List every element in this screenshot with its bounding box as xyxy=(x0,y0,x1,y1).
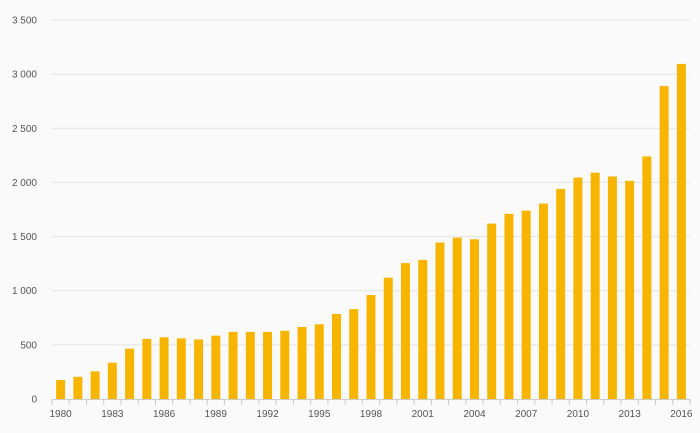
x-tick-label: 2001 xyxy=(412,409,435,420)
bar-2011 xyxy=(590,172,600,399)
bar-2007 xyxy=(521,210,531,399)
bar-2000 xyxy=(401,263,410,399)
y-tick-label: 2 500 xyxy=(12,124,37,135)
bar-1992 xyxy=(263,331,273,399)
bar-2013 xyxy=(625,180,635,399)
y-tick-label: 0 xyxy=(31,395,37,406)
x-tick-label: 1992 xyxy=(256,409,279,420)
x-axis: 1980 1983 1986 1989 1992 1995 1998 2001 2004 2007… xyxy=(49,399,693,420)
bar-1988 xyxy=(194,339,204,399)
bar-2005 xyxy=(487,223,497,399)
bar-2002 xyxy=(435,242,445,399)
bar-2016 xyxy=(676,63,686,399)
bar-2015 xyxy=(659,86,669,399)
y-tick-label: 3 500 xyxy=(12,16,37,27)
bar-1995 xyxy=(314,324,324,399)
y-axis: 0 500 1 000 1 500 2 000 2 500 3 000 3 500 xyxy=(12,16,37,406)
y-tick-label: 500 xyxy=(20,340,37,351)
bar-1994 xyxy=(297,326,307,399)
x-tick-label: 1998 xyxy=(360,409,383,420)
x-tick-label: 2004 xyxy=(463,409,486,420)
bars xyxy=(56,63,686,399)
bar-2012 xyxy=(607,176,617,399)
x-tick-label: 2013 xyxy=(619,409,642,420)
bar-1998 xyxy=(366,295,376,399)
bar-2004 xyxy=(469,239,479,399)
x-tick-label: 1995 xyxy=(308,409,331,420)
x-tick-label: 1980 xyxy=(49,409,72,420)
bar-1999 xyxy=(383,277,393,399)
bar-1984 xyxy=(125,348,135,399)
x-tick-label: 1986 xyxy=(153,409,176,420)
bar-1987 xyxy=(176,338,186,399)
bar-2009 xyxy=(556,188,566,399)
bar-1983 xyxy=(107,362,117,399)
x-tick-label: 1983 xyxy=(101,409,124,420)
bar-1980 xyxy=(56,380,66,399)
x-tick-label: 2016 xyxy=(670,409,693,420)
x-tick-label: 1989 xyxy=(205,409,228,420)
bar-1997 xyxy=(349,309,359,399)
y-tick-label: 2 000 xyxy=(12,178,37,189)
bar-1989 xyxy=(211,335,221,399)
bar-2014 xyxy=(642,156,652,399)
bar-1996 xyxy=(332,313,341,399)
x-tick-label: 2007 xyxy=(515,409,538,420)
bar-1993 xyxy=(280,330,290,399)
y-tick-label: 1 500 xyxy=(12,232,37,243)
y-tick-label: 3 000 xyxy=(12,70,37,81)
bar-1981 xyxy=(73,376,83,399)
bar-1991 xyxy=(245,331,255,399)
bar-1990 xyxy=(228,331,238,399)
bar-2003 xyxy=(452,237,462,399)
bar-1986 xyxy=(159,337,169,399)
y-tick-label: 1 000 xyxy=(12,286,37,297)
bar-2006 xyxy=(504,213,514,399)
bar-2008 xyxy=(538,203,548,399)
bar-1985 xyxy=(142,338,152,399)
gridlines xyxy=(52,19,690,346)
bar-1982 xyxy=(90,371,100,399)
bar-2010 xyxy=(573,177,583,399)
x-tick-label: 2010 xyxy=(567,409,590,420)
bar-2001 xyxy=(418,259,428,399)
